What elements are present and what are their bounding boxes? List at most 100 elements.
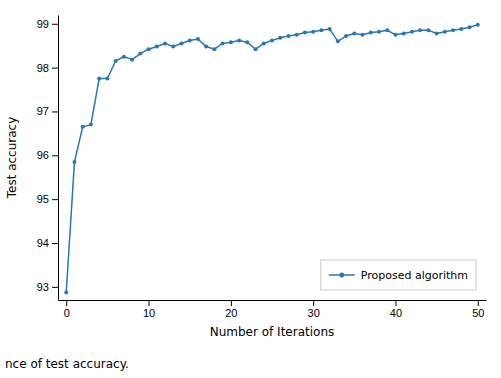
point	[451, 28, 455, 32]
tick-mark	[478, 300, 479, 306]
y-axis-title: Test accuracy	[5, 117, 19, 200]
point	[212, 47, 216, 51]
tick-label: 95	[37, 193, 49, 205]
tick-mark	[52, 243, 58, 244]
legend-marker	[339, 273, 344, 278]
point	[468, 25, 472, 29]
tick-label: 97	[37, 105, 49, 117]
tick-label: 0	[64, 307, 70, 319]
point	[97, 77, 101, 81]
point	[89, 123, 93, 127]
tick-mark	[66, 300, 67, 306]
point	[385, 28, 389, 32]
point	[295, 33, 299, 37]
point	[254, 47, 258, 51]
tick-mark	[52, 287, 58, 288]
point	[237, 38, 241, 42]
point	[443, 30, 447, 34]
point	[459, 27, 463, 31]
point	[352, 31, 356, 35]
point	[171, 45, 175, 49]
point	[319, 28, 323, 32]
point	[303, 31, 307, 35]
tick: 93	[37, 281, 58, 293]
plot: 0 10 20 30 40 50 93 94 95 96 97 98 99 Number of Itera…	[5, 16, 487, 340]
point	[138, 52, 142, 56]
point	[155, 45, 159, 49]
marks	[64, 23, 480, 295]
tick: 20	[225, 300, 237, 319]
point	[361, 33, 365, 37]
tick-mark	[52, 155, 58, 156]
tick-mark	[149, 300, 150, 306]
point	[402, 31, 406, 35]
point	[130, 58, 134, 62]
tick-mark	[313, 300, 314, 306]
tick-mark	[52, 68, 58, 69]
tick-label: 94	[37, 237, 49, 249]
point	[262, 42, 266, 46]
point	[72, 160, 76, 164]
tick-label: 98	[37, 62, 49, 74]
x-axis-title: Number of Iterations	[210, 325, 335, 339]
legend-box	[321, 260, 476, 290]
tick-mark	[395, 300, 396, 306]
point	[105, 77, 109, 81]
tick: 10	[143, 300, 155, 319]
point	[435, 31, 439, 35]
point	[114, 59, 118, 63]
tick: 40	[390, 300, 402, 319]
tick: 97	[37, 105, 58, 117]
point	[204, 45, 208, 49]
point	[344, 34, 348, 38]
line	[66, 25, 478, 293]
tick: 0	[64, 300, 70, 319]
point	[188, 38, 192, 42]
point	[418, 28, 422, 32]
point	[410, 30, 414, 34]
tick-label: 40	[390, 307, 402, 319]
point	[196, 37, 200, 41]
point	[393, 33, 397, 37]
tick-label: 99	[37, 18, 49, 30]
caption: nce of test accuracy.	[5, 357, 129, 371]
tick: 95	[37, 193, 58, 205]
tick-label: 20	[225, 307, 237, 319]
tick: 98	[37, 62, 58, 74]
point	[336, 39, 340, 43]
point	[163, 42, 167, 46]
point	[377, 30, 381, 34]
legend-item: Proposed algorithm	[329, 269, 468, 282]
tick-label: 50	[472, 307, 484, 319]
y-axis: 93 94 95 96 97 98 99	[37, 16, 59, 301]
tick-label: 10	[143, 307, 155, 319]
tick-mark	[52, 24, 58, 25]
x-axis: 0 10 20 30 40 50	[59, 300, 487, 319]
point	[328, 27, 332, 31]
axis-line	[59, 300, 487, 301]
point	[64, 291, 68, 295]
tick: 99	[37, 18, 58, 30]
tick-label: 30	[308, 307, 320, 319]
point	[426, 28, 430, 32]
point	[147, 47, 151, 51]
point	[81, 125, 85, 129]
tick: 50	[472, 300, 484, 319]
axis-line	[58, 16, 59, 301]
tick: 96	[37, 149, 58, 161]
point	[369, 31, 373, 35]
tick-mark	[231, 300, 232, 306]
tick: 30	[308, 300, 320, 319]
point	[229, 40, 233, 44]
tick: 94	[37, 237, 58, 249]
point	[286, 34, 290, 38]
point	[179, 42, 183, 46]
point	[122, 55, 126, 59]
tick-mark	[52, 199, 58, 200]
tick-mark	[52, 111, 58, 112]
point	[476, 23, 480, 27]
point	[278, 36, 282, 40]
point	[270, 38, 274, 42]
tick-label: 93	[37, 281, 49, 293]
point	[245, 40, 249, 44]
